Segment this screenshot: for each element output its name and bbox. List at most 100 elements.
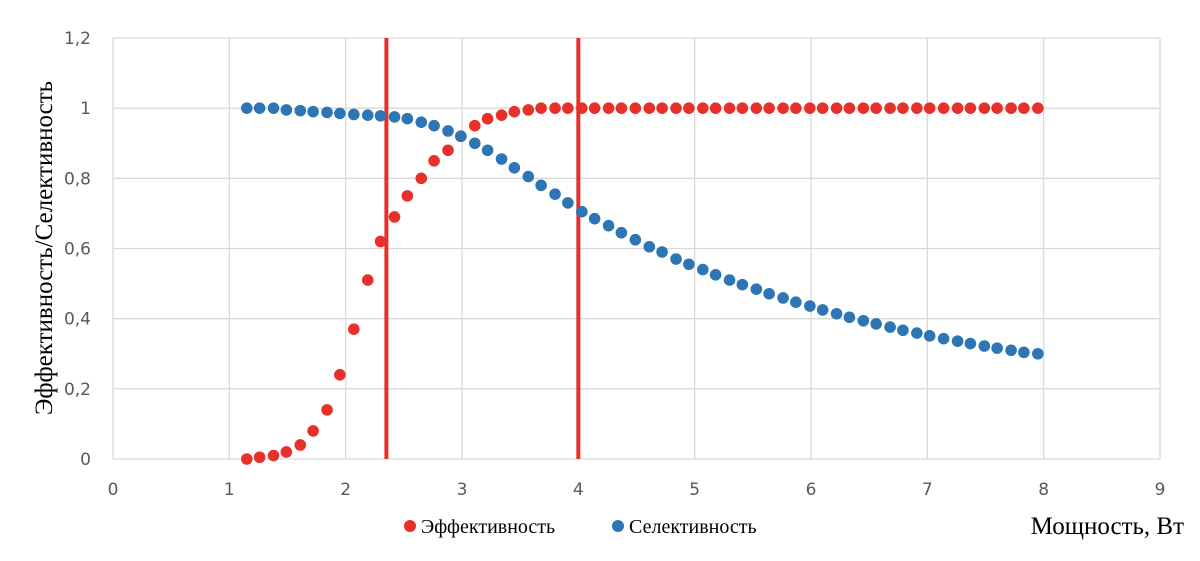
data-point (535, 179, 547, 192)
data-point (763, 287, 775, 300)
data-point (683, 258, 695, 271)
data-point (415, 172, 428, 185)
data-point (951, 335, 964, 347)
data-point (455, 130, 467, 143)
data-point (442, 144, 454, 157)
y-axis-label: Эффективность/Селективность (31, 81, 58, 415)
data-point (240, 102, 253, 114)
data-point (576, 102, 588, 114)
data-point (615, 102, 628, 114)
data-point (307, 105, 319, 118)
data-point (656, 102, 668, 114)
data-point (937, 332, 950, 345)
data-point (964, 102, 977, 114)
y-axis-ticks: 0 0,2 0,4 0,6 0,8 1 1,2 (64, 29, 91, 470)
data-point (629, 233, 642, 246)
x-tick-label: 0 (108, 480, 119, 500)
data-point (401, 190, 414, 202)
data-point (240, 453, 253, 465)
data-point (562, 102, 574, 114)
x-tick-label: 7 (922, 480, 933, 500)
data-point (1018, 102, 1030, 114)
data-point (723, 274, 736, 286)
data-point (294, 104, 307, 117)
legend-label-selectivity: Селективность (629, 516, 757, 538)
x-tick-label: 4 (573, 480, 584, 500)
data-point (629, 102, 642, 114)
data-point (911, 327, 923, 339)
data-point (1005, 102, 1017, 114)
data-point (897, 102, 909, 114)
data-point (656, 246, 668, 258)
legend-marker-selectivity (612, 520, 624, 532)
data-point (643, 240, 656, 253)
data-point (763, 102, 775, 114)
data-point (361, 274, 374, 286)
data-point (951, 102, 964, 114)
data-point (280, 104, 293, 116)
gridlines (112, 37, 1161, 460)
series-selectivity (240, 102, 1044, 360)
data-point (481, 112, 494, 125)
data-point (1032, 102, 1044, 114)
data-point (549, 102, 561, 114)
data-point (588, 212, 601, 225)
y-tick-label: 1 (80, 99, 91, 119)
data-point (870, 102, 882, 114)
x-tick-label: 3 (457, 480, 468, 500)
data-point (348, 323, 360, 335)
data-point (428, 119, 440, 132)
data-point (884, 321, 896, 333)
data-point (643, 102, 656, 114)
data-point (588, 102, 601, 114)
data-point (911, 102, 923, 114)
data-point (978, 340, 991, 352)
data-point (964, 337, 977, 350)
series-points (240, 102, 1044, 465)
data-point (870, 318, 882, 330)
data-point (253, 451, 266, 464)
data-point (790, 296, 802, 308)
x-tick-label: 2 (340, 480, 351, 500)
y-tick-label: 0 (80, 450, 91, 470)
data-point (481, 144, 494, 157)
data-point (843, 311, 856, 324)
data-point (321, 404, 333, 416)
data-point (670, 253, 682, 265)
data-point (723, 102, 736, 114)
data-point (508, 162, 521, 174)
data-point (602, 102, 615, 114)
data-point (307, 425, 319, 437)
data-point (267, 102, 280, 114)
data-point (750, 102, 763, 114)
data-point (415, 116, 428, 128)
data-point (697, 102, 709, 114)
data-point (253, 102, 266, 114)
data-point (830, 307, 843, 320)
data-point (374, 235, 387, 248)
legend: Эффективность Селективность (404, 516, 757, 538)
data-point (468, 137, 481, 150)
data-point (843, 102, 856, 114)
data-point (897, 324, 909, 337)
legend-label-efficiency: Эффективность (421, 516, 555, 538)
data-point (750, 283, 763, 295)
data-point (736, 102, 749, 114)
data-point (991, 102, 1003, 114)
data-point (1005, 344, 1017, 357)
data-point (615, 226, 628, 239)
x-tick-label: 6 (806, 480, 817, 500)
data-point (280, 446, 293, 458)
data-point (978, 102, 991, 114)
data-point (267, 449, 280, 462)
data-point (683, 102, 695, 114)
data-point (923, 102, 936, 114)
data-point (576, 205, 588, 218)
data-point (830, 102, 843, 114)
data-point (777, 292, 789, 304)
data-point (736, 278, 749, 291)
data-point (388, 111, 401, 123)
data-point (442, 125, 454, 137)
data-point (804, 102, 816, 114)
data-point (857, 102, 870, 114)
